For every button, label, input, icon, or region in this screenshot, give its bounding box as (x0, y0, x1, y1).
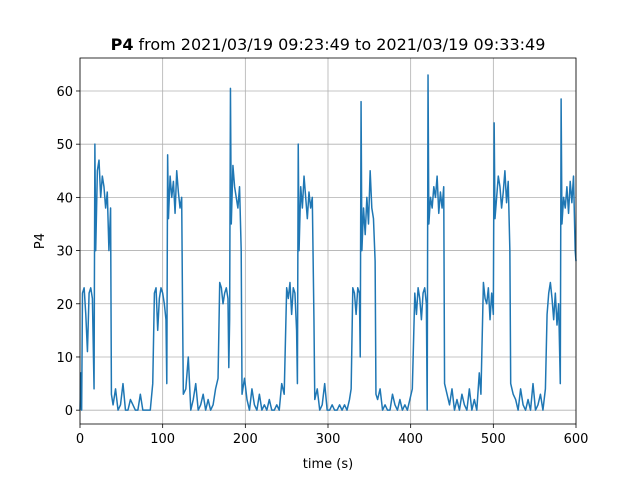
y-tick-label: 50 (56, 138, 73, 153)
x-tick-label: 600 (564, 432, 589, 447)
y-tick-label: 20 (56, 298, 73, 313)
plot-area: 0 100 200 300 400 500 600 0 10 20 30 40 50 60 (56, 57, 589, 447)
x-tick-label: 0 (76, 432, 84, 447)
axes-frame (79, 57, 577, 425)
x-tick-label: 200 (233, 432, 258, 447)
y-tick-label: 40 (56, 191, 73, 206)
x-axis-label: time (s) (303, 457, 353, 472)
y-tick-label: 30 (56, 245, 73, 260)
y-tick-label: 0 (65, 404, 73, 419)
y-axis-label: P4 (33, 233, 48, 249)
x-tick-label: 500 (481, 432, 506, 447)
chart-title: P4 from 2021/03/19 09:23:49 to 2021/03/19… (111, 35, 546, 54)
y-tick-label: 60 (56, 85, 73, 100)
title-text: from 2021/03/19 09:23:49 to 2021/03/19 0… (138, 35, 545, 54)
x-tick-label: 400 (398, 432, 423, 447)
title-prefix: P4 (111, 35, 134, 54)
x-tick-label: 100 (150, 432, 175, 447)
x-tick-label: 300 (316, 432, 341, 447)
y-tick-label: 10 (56, 351, 73, 366)
data-line (79, 74, 577, 411)
